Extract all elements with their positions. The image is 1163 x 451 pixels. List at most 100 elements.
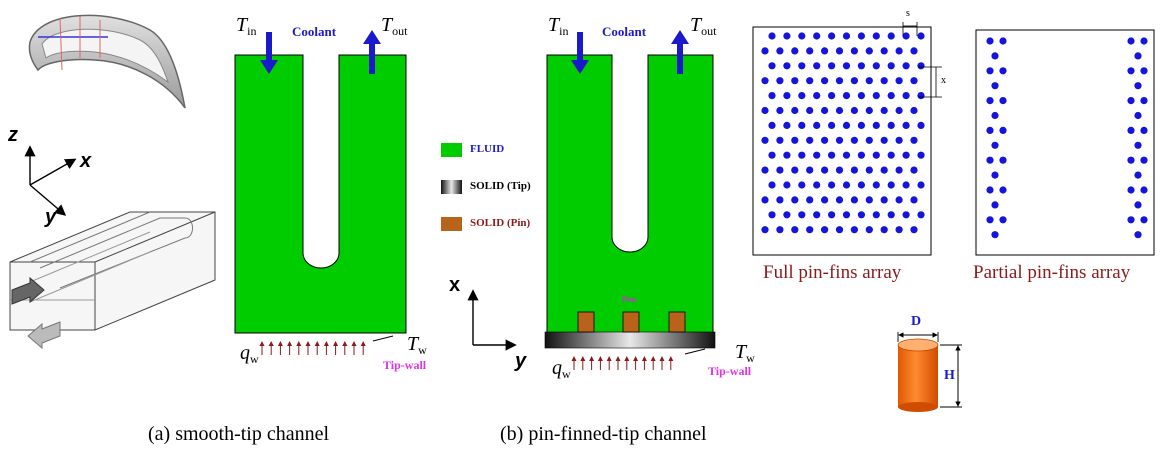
pin-dot bbox=[1127, 186, 1135, 194]
pin-dot bbox=[776, 106, 784, 115]
pin-dot bbox=[865, 77, 873, 85]
pin-dot bbox=[1140, 67, 1148, 75]
pin-dot bbox=[887, 151, 895, 159]
legend-label-fluid: FLUID bbox=[470, 143, 505, 155]
pin-dot bbox=[813, 181, 821, 189]
pin-dot bbox=[857, 92, 866, 100]
pin-dot bbox=[872, 92, 880, 100]
pin-dot bbox=[813, 92, 821, 100]
heat-flux-arrowhead bbox=[268, 341, 274, 346]
pin-dot bbox=[842, 92, 851, 100]
pin-dot bbox=[999, 186, 1007, 194]
pin-dot bbox=[776, 136, 784, 144]
pin-dot bbox=[880, 47, 888, 55]
pin-dot bbox=[880, 166, 888, 174]
pin-dot bbox=[783, 211, 791, 219]
caption-b: (b) pin-finned-tip channel bbox=[500, 423, 707, 445]
pin-dot bbox=[835, 47, 844, 55]
pin-dot bbox=[917, 151, 925, 159]
axis-label-x-2d: x bbox=[449, 274, 461, 296]
pin-dot bbox=[999, 156, 1007, 164]
pin-dot bbox=[887, 211, 895, 219]
pin-dot bbox=[828, 92, 836, 100]
pin-dot bbox=[850, 77, 859, 85]
pin-dot bbox=[1127, 97, 1135, 105]
pin-dot bbox=[1127, 216, 1135, 224]
heat-flux-arrowhead bbox=[351, 341, 357, 346]
pin-dot bbox=[783, 92, 791, 100]
pin-dot bbox=[910, 226, 918, 234]
axis-label-x-3d: x bbox=[80, 150, 92, 172]
heat-flux-arrowhead bbox=[624, 356, 630, 361]
pin-dot bbox=[857, 32, 866, 40]
spacing-dimension-s bbox=[902, 22, 918, 36]
pin-dot bbox=[902, 62, 910, 70]
pin-dot bbox=[991, 201, 999, 209]
pin-dot bbox=[842, 181, 851, 189]
pin-dot bbox=[865, 47, 873, 55]
pin-dot bbox=[1127, 67, 1135, 75]
pin-dot bbox=[850, 226, 859, 234]
heat-flux-arrowhead bbox=[650, 356, 656, 361]
pin-dot bbox=[791, 166, 799, 174]
pin-dot bbox=[917, 32, 925, 40]
pin-dot bbox=[1127, 126, 1135, 134]
pin-dot bbox=[821, 77, 829, 85]
pin-dot bbox=[1134, 82, 1142, 90]
pin-dot bbox=[880, 77, 888, 85]
pin-dot bbox=[768, 32, 776, 40]
pin-dot bbox=[761, 106, 769, 115]
coolant-out-arrow-a bbox=[363, 30, 381, 74]
pin-dot bbox=[910, 196, 918, 204]
pin-dot bbox=[813, 62, 821, 70]
heat-flux-arrowhead bbox=[360, 341, 366, 346]
pin-dot bbox=[835, 77, 844, 85]
pin-dot bbox=[1140, 126, 1148, 134]
pin-dot bbox=[850, 106, 859, 115]
pin-dot bbox=[1134, 52, 1142, 60]
pin-dot bbox=[895, 226, 903, 234]
heat-flux-arrowhead bbox=[615, 356, 621, 361]
pin-dot bbox=[999, 37, 1007, 45]
heat-flux-arrows-a bbox=[259, 341, 366, 355]
pin-dot bbox=[1134, 171, 1142, 179]
pin-dot bbox=[776, 47, 784, 55]
pin-dot bbox=[806, 166, 814, 174]
pin-dot bbox=[887, 32, 895, 40]
pin-dot bbox=[917, 121, 925, 129]
axis-triad-3d bbox=[24, 145, 77, 216]
t-in-label-a: Tin bbox=[236, 14, 257, 38]
heat-flux-arrowhead bbox=[314, 341, 320, 346]
axis-label-z: z bbox=[8, 124, 18, 146]
pin-dot bbox=[806, 136, 814, 144]
pin-dot bbox=[880, 136, 888, 144]
pin-dot bbox=[910, 47, 918, 55]
t-out-label-b: Tout bbox=[690, 14, 717, 38]
full-array-label: Full pin-fins array bbox=[763, 262, 902, 283]
coolant-out-arrow-b bbox=[671, 30, 689, 74]
pin-dot bbox=[999, 126, 1007, 134]
pin-dot bbox=[842, 151, 851, 159]
pin-dot bbox=[798, 181, 806, 189]
u-channel-3d bbox=[9, 211, 216, 350]
pin-dot bbox=[986, 126, 994, 134]
pin-dot bbox=[806, 77, 814, 85]
pin-dot bbox=[1127, 37, 1135, 45]
pin-dot bbox=[865, 166, 873, 174]
pin-dot bbox=[857, 181, 866, 189]
pin-dot bbox=[783, 32, 791, 40]
pin-dot bbox=[880, 226, 888, 234]
legend-label-solid-tip: SOLID (Tip) bbox=[470, 180, 531, 192]
pin-dot bbox=[821, 226, 829, 234]
pin-dot bbox=[806, 226, 814, 234]
pin-dot bbox=[986, 186, 994, 194]
heat-flux-arrowhead bbox=[305, 341, 311, 346]
pin-dot bbox=[865, 136, 873, 144]
pin-dot bbox=[806, 196, 814, 204]
pin-dot bbox=[798, 92, 806, 100]
pin-dot bbox=[813, 151, 821, 159]
heat-flux-arrowhead bbox=[296, 341, 302, 346]
pin-dot bbox=[798, 151, 806, 159]
pin-dot bbox=[813, 32, 821, 40]
